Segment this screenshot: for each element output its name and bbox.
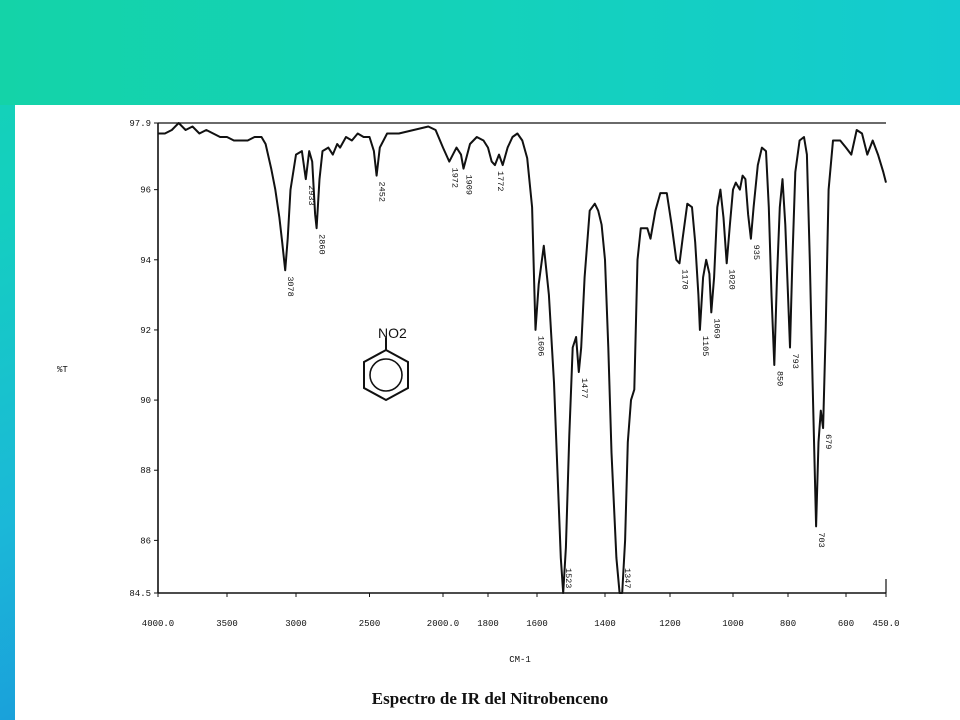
slide-content-panel [15,105,960,720]
x-tick-label: 1000 [722,619,744,629]
peak-label: 1606 [535,336,545,356]
slide-title-band [0,0,960,105]
x-tick-label: 1600 [526,619,548,629]
y-tick-label: 94 [140,256,151,266]
y-tick-label: 88 [140,466,151,476]
x-tick-label: 4000.0 [142,619,174,629]
peak-label: 793 [790,354,800,369]
nitro-group-label: NO2 [378,325,407,341]
peak-label: 1347 [622,568,632,588]
peak-label: 1105 [700,336,710,356]
peak-label: 2860 [317,234,327,254]
peak-label: 2452 [377,182,387,202]
x-tick-label: 2000.0 [427,619,459,629]
x-tick-label: 3000 [285,619,307,629]
y-tick-label: 97.9 [129,119,151,129]
x-tick-label: 1200 [659,619,681,629]
peak-labels: 3078 2933 2860 2452 1972 1909 1772 1606 1523 1477… [285,168,833,589]
spectrum-line [158,122,887,594]
y-tick-label: 86 [140,536,151,546]
peak-label: 935 [751,245,761,260]
y-tick-label: 90 [140,396,151,406]
x-tick-label: 600 [838,619,854,629]
x-tick-label: 800 [780,619,796,629]
peak-label: 1170 [680,269,690,289]
nitrobenzene-structure: NO2 [363,325,409,402]
y-tick-label: 84.5 [129,589,151,599]
peak-label: 3078 [285,276,295,296]
y-axis-ticks: 97.9 96 94 92 90 88 86 84.5 [129,119,158,599]
y-tick-label: 96 [140,186,151,196]
y-tick-label: 92 [140,326,151,336]
peak-label: 1523 [563,568,573,588]
peak-label: 850 [774,371,784,386]
x-tick-label: 2500 [359,619,381,629]
benzene-ring [363,348,409,402]
x-tick-label: 1800 [477,619,499,629]
x-tick-label: 3500 [216,619,238,629]
peak-label: 703 [816,532,826,547]
plot-frame [157,122,887,594]
spectrum-series [158,122,887,594]
x-axis-title: CM-1 [509,655,531,665]
aromatic-circle [369,358,403,392]
y-axis-title: %T [57,365,68,375]
peak-label: 1477 [579,378,589,398]
peak-label: 1020 [727,269,737,289]
x-tick-label: 450.0 [872,619,899,629]
x-tick-label: 1400 [594,619,616,629]
peak-label: 1909 [464,175,474,195]
peak-label: 1972 [449,168,459,188]
slide-caption: Espectro de IR del Nitrobenceno [372,689,608,708]
peak-label: 1772 [495,171,505,191]
x-axis-ticks: 4000.0 3500 3000 2500 2000.0 1800 1600 1400 1200… [142,593,900,629]
peak-label: 679 [823,434,833,449]
peak-label: 2933 [306,185,316,205]
peak-label: 1069 [711,318,721,338]
